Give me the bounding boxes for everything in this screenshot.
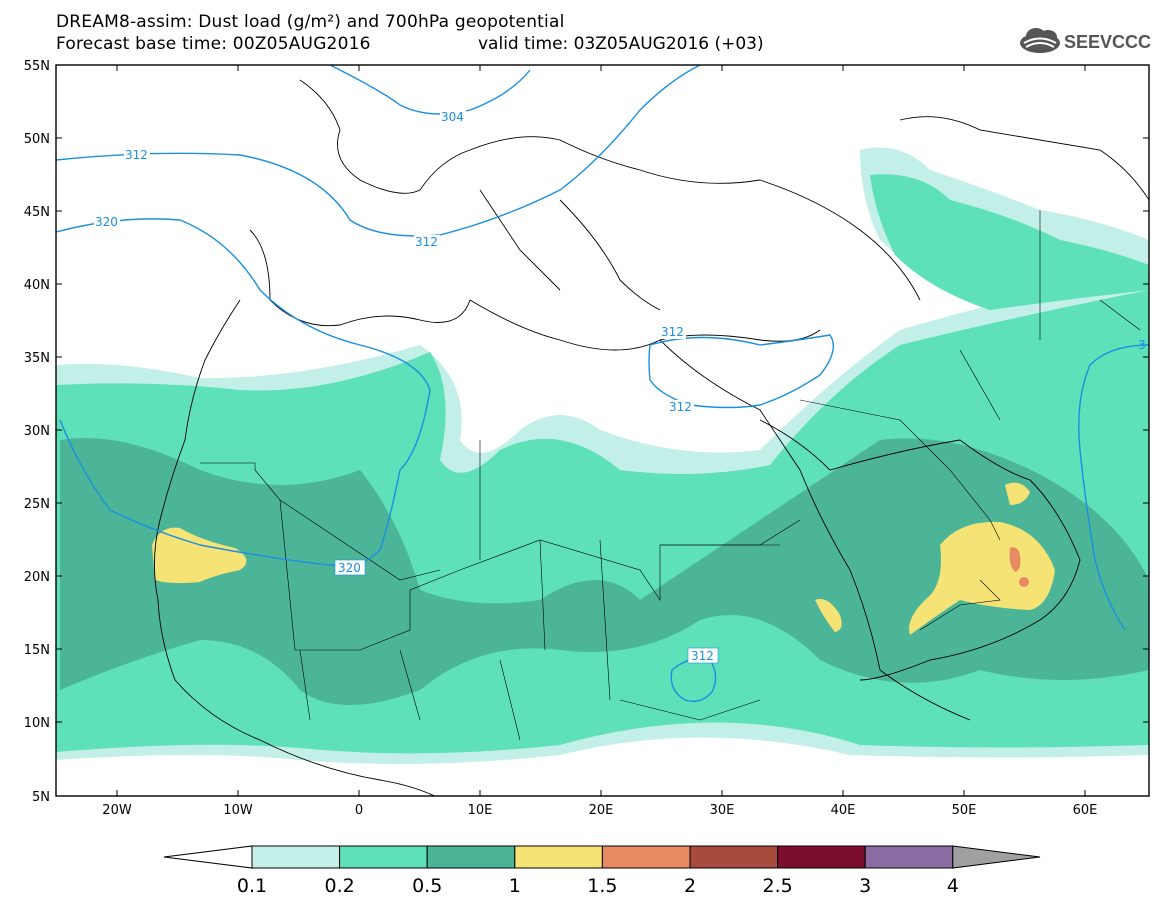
lon-label: 40E: [831, 803, 856, 818]
colorbar-swatch: [689, 845, 779, 869]
contour-label: 320: [338, 561, 361, 575]
colorbar-swatch: [339, 845, 428, 869]
lat-label: 45N: [24, 205, 50, 220]
colorbar-label: 3: [859, 875, 871, 897]
contour-label: 312: [669, 400, 692, 414]
colorbar-label: 0.5: [412, 875, 442, 897]
colorbar-labels: 0.1 0.2 0.5 1 1.5 2 2.5 3 4: [237, 875, 959, 897]
contour-label: 312: [415, 235, 438, 249]
borders: [200, 210, 1141, 741]
dust-class-1-redsea: [815, 599, 842, 632]
longitude-axis: [116, 65, 1086, 796]
lat-label: 50N: [24, 132, 50, 147]
colorbar-swatch: [777, 845, 866, 869]
colorbar-swatch: [514, 845, 603, 869]
lat-label: 15N: [24, 643, 50, 658]
lon-label: 20W: [102, 803, 132, 818]
colorbar-low-arrow: [163, 845, 253, 869]
lon-label: 10W: [223, 803, 253, 818]
lat-label: 10N: [24, 716, 50, 731]
lon-label: 20E: [589, 803, 614, 818]
lat-label: 35N: [24, 351, 50, 366]
colorbar-label: 4: [947, 875, 959, 897]
colorbar-label: 0.1: [237, 875, 267, 897]
lon-label: 10E: [468, 803, 493, 818]
colorbar-swatch: [601, 845, 691, 869]
colorbar-label: 2.5: [762, 875, 792, 897]
lat-label: 40N: [24, 278, 50, 293]
lat-label: 5N: [32, 790, 50, 805]
colorbar-swatch: [426, 845, 516, 869]
dust-class-0-2-north: [870, 174, 1149, 310]
dust-class-0-5: [60, 438, 1149, 705]
latitude-axis: [56, 64, 1149, 797]
colorbar-label: 0.2: [324, 875, 354, 897]
colorbar: [163, 845, 1041, 869]
dust-field: [56, 147, 1149, 764]
lon-label: 30E: [710, 803, 735, 818]
cloud-icon: [1020, 28, 1060, 53]
dust-class-1: [152, 527, 247, 584]
colorbar-swatch: [251, 845, 341, 869]
lat-label: 30N: [24, 424, 50, 439]
contour-label: 3: [1138, 338, 1146, 352]
contour-label: 304: [441, 110, 464, 124]
contour-label: 312: [691, 649, 714, 663]
colorbar-label: 1: [509, 875, 521, 897]
colorbar-swatch: [864, 845, 954, 869]
valid-time: valid time: 03Z05AUG2016 (+03): [478, 34, 764, 54]
lat-label: 55N: [24, 59, 50, 74]
dust-class-1-arabia: [909, 521, 1055, 635]
lon-label: 0: [355, 803, 363, 818]
logo-text: SEEVCCC: [1064, 32, 1151, 52]
colorbar-label: 2: [684, 875, 696, 897]
colorbar-label: 1.5: [587, 875, 617, 897]
contour-label: 312: [125, 148, 148, 162]
colorbar-high-arrow: [952, 845, 1041, 869]
lat-label: 20N: [24, 570, 50, 585]
contour-labels: 304 312 320 312 312 312 320 312 3: [94, 110, 1146, 664]
contour-label: 320: [95, 215, 118, 229]
lat-label: 25N: [24, 497, 50, 512]
forecast-base-time: Forecast base time: 00Z05AUG2016: [56, 34, 371, 54]
dust-class-1-5-spot: [1019, 577, 1029, 587]
latitude-labels: 55N 50N 45N 40N 35N 30N 25N 20N 15N 10N …: [24, 59, 50, 805]
contour-label: 312: [661, 325, 684, 339]
seevccc-logo: SEEVCCC: [1020, 28, 1151, 53]
longitude-labels: 20W 10W 0 10E 20E 30E 40E 50E 60E: [102, 803, 1097, 818]
lon-label: 60E: [1073, 803, 1098, 818]
dust-class-1-5: [1009, 547, 1021, 572]
map-title: DREAM8-assim: Dust load (g/m²) and 700hP…: [56, 12, 565, 32]
dust-class-1-gulf: [1005, 482, 1030, 505]
coastlines: [154, 79, 1149, 796]
lon-label: 50E: [952, 803, 977, 818]
